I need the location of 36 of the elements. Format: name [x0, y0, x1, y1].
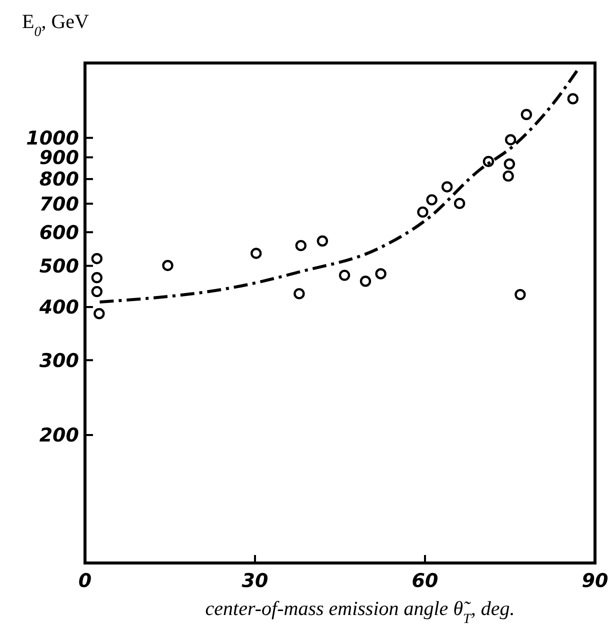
- x-tick-label: 90: [582, 570, 608, 592]
- point: [442, 181, 453, 192]
- point: [316, 235, 328, 247]
- point: [482, 156, 494, 168]
- point: [338, 270, 350, 281]
- point: [250, 248, 262, 259]
- y-tick-label: 800: [39, 168, 79, 191]
- x-axis-title: center-of-mass emission angle θ̃$_{T}$, deg.: [205, 598, 515, 626]
- point: [520, 108, 532, 120]
- point: [91, 253, 102, 264]
- point: [162, 260, 174, 272]
- point: [360, 276, 372, 287]
- point: [91, 286, 102, 298]
- y-tick-label: 500: [39, 255, 79, 278]
- point: [91, 272, 102, 284]
- point: [294, 288, 305, 300]
- point: [426, 194, 438, 206]
- x-tick-label: 60: [412, 570, 438, 592]
- y-tick-label: 700: [39, 193, 79, 216]
- point: [454, 198, 466, 210]
- x-tick-label: 0: [78, 570, 92, 592]
- point: [417, 206, 428, 218]
- y-tick-label: 300: [39, 350, 79, 372]
- point: [567, 93, 578, 104]
- x-tick-label: 30: [242, 570, 268, 592]
- y-tick-label: 600: [39, 222, 79, 244]
- y-tick-label: 400: [38, 296, 79, 319]
- point: [375, 268, 386, 280]
- point: [94, 308, 105, 320]
- point: [504, 134, 516, 146]
- point: [502, 170, 514, 182]
- point: [504, 158, 516, 170]
- y-tick-label: 200: [39, 424, 79, 447]
- point: [295, 240, 306, 252]
- y-axis-title: E$_{0}$, GeV: [22, 11, 90, 40]
- point: [514, 288, 526, 300]
